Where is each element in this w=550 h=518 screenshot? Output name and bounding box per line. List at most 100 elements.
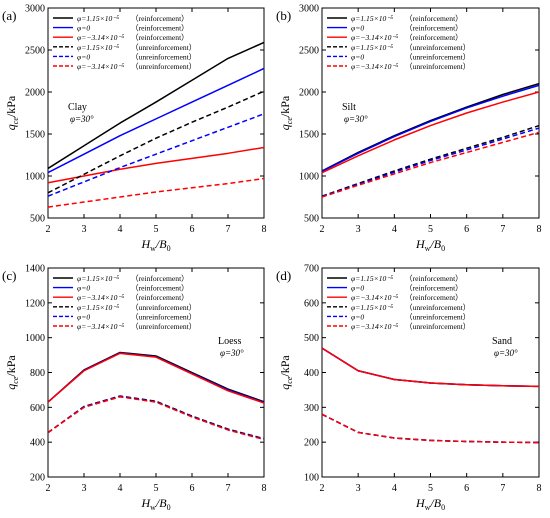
legend-entry-tag: （reinforcement） [131, 33, 189, 42]
series-line [48, 41, 264, 170]
legend-entry-label: φ=−3.14×10⁻⁵ [77, 293, 124, 302]
series-line [322, 124, 539, 197]
x-tick-label: 7 [500, 483, 505, 494]
x-tick-label: 8 [537, 483, 542, 494]
series-line [322, 413, 539, 444]
legend-entry-tag: （unreinforcement） [405, 43, 470, 52]
legend-entry-label: φ=1.15×10⁻⁵ [77, 303, 119, 312]
x-tick-label: 7 [500, 224, 505, 235]
series-line [322, 413, 539, 444]
panel-c: 2 3 4 5 6 7 8 200 400 600 800 1000 1200 1400 qce/kPa Hw… [2, 264, 267, 513]
series-line [48, 177, 264, 208]
series-line [48, 67, 264, 174]
x-axis-title: Hw/B0 [415, 496, 445, 512]
legend: φ=1.15×10⁻⁵ （reinforcement） φ=0 （reinforcem… [53, 274, 196, 331]
phi-label: φ=30° [494, 348, 518, 358]
x-tick-label: 2 [46, 224, 51, 235]
y-tick-label: 1200 [25, 298, 45, 309]
y-tick-label: 2000 [25, 88, 45, 99]
panel-label: (c) [2, 268, 16, 283]
x-tick-label: 2 [320, 483, 325, 494]
x-tick-label: 3 [356, 224, 361, 235]
phi-label: φ=30° [220, 348, 244, 358]
x-tick-label: 7 [226, 483, 231, 494]
series-line [322, 131, 539, 198]
y-tick-label: 400 [304, 368, 319, 379]
x-tick-label: 5 [154, 483, 159, 494]
series-line [322, 127, 539, 198]
y-axis-title: qce/kPa [4, 355, 20, 390]
y-tick-label: 300 [304, 403, 319, 414]
y-tick-label: 400 [30, 438, 45, 449]
x-axis-title: Hw/B0 [140, 237, 170, 253]
legend-entry-tag: （unreinforcement） [405, 52, 470, 61]
legend-entry-tag: （unreinforcement） [131, 322, 196, 331]
legend-entry-tag: （unreinforcement） [131, 312, 196, 321]
y-tick-label: 3000 [25, 4, 45, 15]
y-tick-label: 1500 [299, 130, 319, 141]
x-axis-title: Hw/B0 [415, 237, 445, 253]
soil-label: Sand [492, 336, 512, 347]
legend-entry-label: φ=0 [77, 24, 90, 33]
series-line [322, 84, 539, 173]
y-tick-label: 700 [304, 264, 319, 275]
x-tick-label: 6 [464, 224, 469, 235]
y-tick-label: 2500 [299, 46, 319, 57]
legend-entry-tag: （unreinforcement） [405, 312, 470, 321]
series-group [48, 41, 264, 208]
panel-label: (a) [2, 8, 16, 23]
y-tick-label: 1000 [25, 333, 45, 344]
y-tick-label: 200 [30, 473, 45, 484]
series-line [322, 82, 539, 172]
x-tick-label: 4 [392, 224, 397, 235]
series-line [48, 113, 264, 197]
series-group [48, 351, 264, 441]
y-tick-label: 1000 [25, 172, 45, 183]
series-group [322, 82, 539, 198]
x-tick-label: 5 [428, 483, 433, 494]
legend-entry-tag: （reinforcement） [405, 284, 463, 293]
legend-entry-label: φ=−3.14×10⁻⁵ [351, 322, 398, 331]
legend-entry-tag: （unreinforcement） [131, 303, 196, 312]
soil-label: Loess [218, 336, 241, 347]
legend-entry-label: φ=−3.14×10⁻⁵ [77, 322, 124, 331]
legend-entry-tag: （reinforcement） [131, 274, 189, 283]
series-line [322, 413, 539, 444]
legend-entry-tag: （unreinforcement） [131, 43, 196, 52]
y-axis-title: qce/kPa [278, 95, 294, 130]
x-tick-label: 5 [154, 224, 159, 235]
soil-label: Clay [68, 102, 87, 113]
legend: φ=1.15×10⁻⁵ （reinforcement） φ=0 （reinforcem… [327, 14, 470, 71]
legend-entry-tag: （reinforcement） [405, 24, 463, 33]
x-tick-label: 4 [118, 483, 123, 494]
legend-entry-label: φ=1.15×10⁻⁵ [77, 14, 119, 23]
y-tick-label: 600 [304, 298, 319, 309]
x-tick-label: 7 [226, 224, 231, 235]
x-tick-label: 6 [190, 483, 195, 494]
legend-entry-tag: （unreinforcement） [131, 62, 196, 71]
legend-entry-label: φ=0 [77, 284, 90, 293]
x-tick-label: 5 [428, 224, 433, 235]
x-tick-label: 3 [356, 483, 361, 494]
legend-entry-tag: （unreinforcement） [405, 62, 470, 71]
y-tick-label: 100 [304, 473, 319, 484]
y-tick-label: 600 [30, 403, 45, 414]
legend-entry-label: φ=−3.14×10⁻⁵ [351, 33, 398, 42]
series-line [48, 395, 264, 440]
y-tick-label: 500 [304, 214, 319, 225]
phi-label: φ=30° [70, 114, 94, 124]
legend-entry-label: φ=0 [351, 312, 364, 321]
legend-entry-tag: （unreinforcement） [405, 303, 470, 312]
series-line [322, 347, 539, 388]
legend-entry-label: φ=−3.14×10⁻⁵ [351, 62, 398, 71]
phi-label: φ=30° [344, 114, 368, 124]
legend-entry-tag: （reinforcement） [405, 274, 463, 283]
series-line [48, 90, 264, 194]
y-tick-label: 3000 [299, 4, 319, 15]
panel-label: (b) [276, 8, 291, 23]
y-tick-label: 2500 [25, 46, 45, 57]
legend-entry-tag: （reinforcement） [131, 293, 189, 302]
y-tick-label: 1500 [25, 130, 45, 141]
series-line [48, 396, 264, 441]
